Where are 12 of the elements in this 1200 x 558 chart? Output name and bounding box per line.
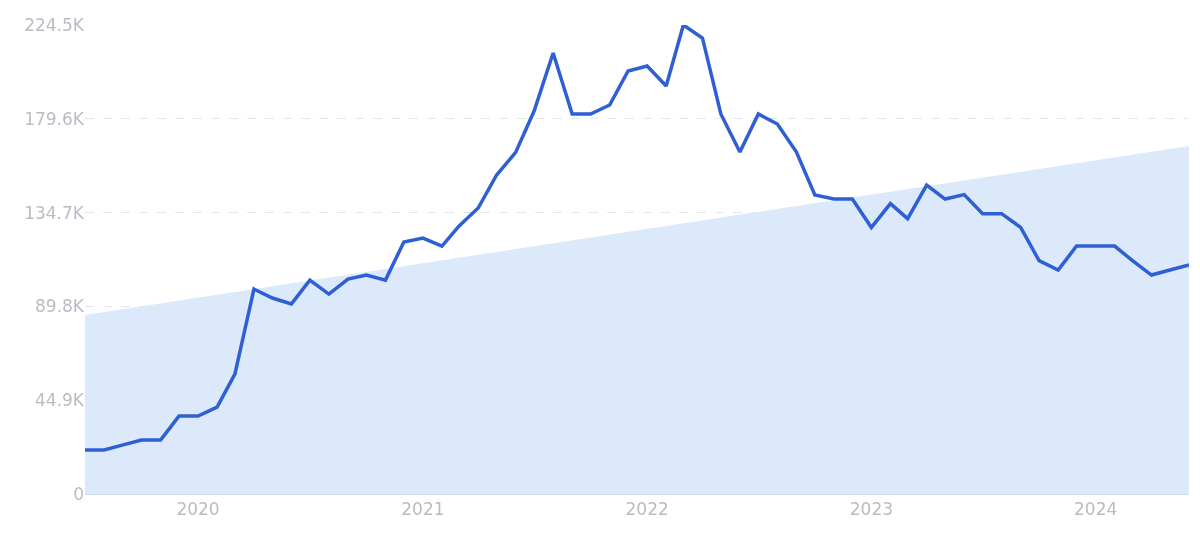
y-tick-label: 134.7K xyxy=(24,202,85,223)
y-tick-label: 224.5K xyxy=(24,14,85,35)
x-tick-label: 2020 xyxy=(176,499,220,520)
x-tick-label: 2021 xyxy=(401,499,445,520)
x-tick-label: 2022 xyxy=(625,499,669,520)
y-tick-label: 179.6K xyxy=(24,108,85,129)
x-tick-label: 2023 xyxy=(849,499,894,520)
line-series xyxy=(85,25,1189,452)
y-tick-label: 0 xyxy=(73,483,84,504)
y-tick-label: 44.9K xyxy=(35,390,85,411)
y-tick-label: 89.8K xyxy=(35,296,85,317)
x-tick-label: 2024 xyxy=(1073,499,1118,520)
